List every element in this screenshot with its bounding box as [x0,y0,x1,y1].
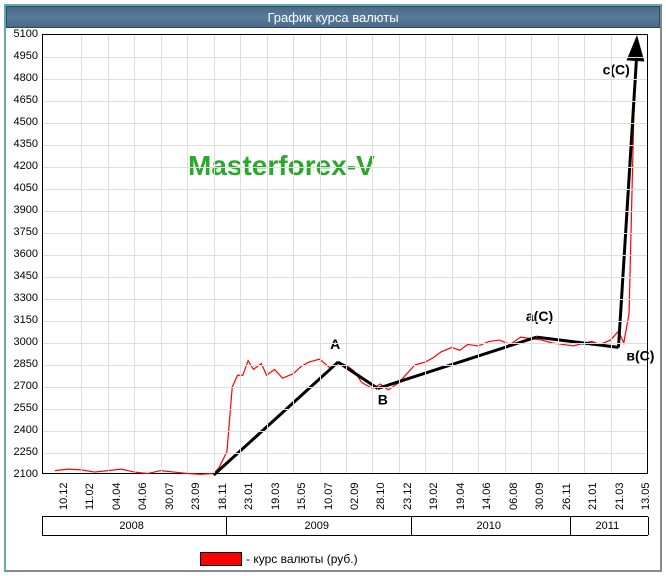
year-label: 2009 [305,520,329,532]
y-tick-label: 4950 [4,50,38,62]
x-tick-label: 04.04 [111,482,123,510]
x-gridline [108,35,109,473]
legend-label: - курс валюты (руб.) [246,552,358,566]
y-tick-label: 2550 [4,402,38,414]
x-tick-label: 19.03 [270,482,282,510]
x-gridline [346,35,347,473]
x-tick-label: 26.11 [561,483,573,510]
x-tick-label: 18.11 [217,483,229,510]
x-tick-label: 10.07 [323,482,335,510]
chart-title: График курса валюты [267,10,398,25]
x-gridline [531,35,532,473]
x-gridline [505,35,506,473]
year-row: 2008 2009 2010 2011 [42,516,648,536]
x-tick-label: 04.06 [137,482,149,510]
y-tick-label: 2400 [4,424,38,436]
plot-area: Masterforex-V ABa(C)в(C)c(C) [42,34,648,474]
y-tick-label: 2850 [4,358,38,370]
year-separator [648,517,649,535]
x-tick-label: 23.09 [190,482,202,510]
x-tick-label: 23.01 [243,482,255,510]
x-gridline [161,35,162,473]
y-tick-label: 2100 [4,468,38,480]
y-tick-label: 3750 [4,226,38,238]
x-tick-label: 06.08 [508,482,520,510]
annotation-c(C): c(C) [603,62,630,78]
x-gridline [558,35,559,473]
y-tick-label: 3450 [4,270,38,282]
x-tick-label: 21.01 [587,482,599,510]
year-separator [570,517,571,535]
x-gridline [320,35,321,473]
y-tick-label: 4200 [4,160,38,172]
year-separator [226,517,227,535]
year-label: 2008 [119,520,143,532]
x-gridline [267,35,268,473]
wave-arrow-line [618,51,637,348]
y-tick-label: 3300 [4,292,38,304]
x-gridline [478,35,479,473]
x-tick-label: 23.12 [402,482,414,510]
x-gridline [452,35,453,473]
x-tick-label: 19.02 [428,482,440,510]
x-gridline [584,35,585,473]
y-tick-label: 2250 [4,446,38,458]
annotation-B: B [378,392,388,408]
x-tick-label: 21.03 [614,482,626,510]
x-gridline [399,35,400,473]
y-tick-label: 3000 [4,336,38,348]
x-gridline [425,35,426,473]
legend: - курс валюты (руб.) [200,552,358,566]
y-tick-label: 4050 [4,182,38,194]
x-tick-label: 11.02 [84,483,96,510]
x-tick-label: 30.07 [164,482,176,510]
x-gridline [240,35,241,473]
x-gridline [214,35,215,473]
x-tick-label: 19.04 [455,482,467,510]
x-gridline [372,35,373,473]
x-tick-label: 02.09 [349,482,361,510]
y-tick-label: 5100 [4,28,38,40]
year-separator [411,517,412,535]
wave-line [378,337,537,388]
y-tick-label: 4800 [4,72,38,84]
x-gridline [293,35,294,473]
y-tick-label: 4350 [4,138,38,150]
chart-title-bar: График курса валюты [6,6,660,28]
x-gridline [611,35,612,473]
x-tick-label: 14.06 [481,482,493,510]
x-tick-label: 30.09 [534,482,546,510]
y-tick-label: 4650 [4,94,38,106]
year-label: 2011 [596,520,620,532]
y-tick-label: 2700 [4,380,38,392]
year-label: 2010 [477,520,501,532]
y-tick-label: 3900 [4,204,38,216]
legend-swatch [200,552,242,566]
x-tick-label: 10.12 [58,482,70,510]
y-tick-label: 3150 [4,314,38,326]
x-tick-label: 13.05 [640,482,652,510]
x-tick-label: 15.05 [296,482,308,510]
annotation-в(C): в(C) [626,348,654,364]
x-gridline [81,35,82,473]
x-gridline [187,35,188,473]
x-tick-label: 28.10 [375,482,387,510]
x-gridline [134,35,135,473]
y-tick-label: 4500 [4,116,38,128]
y-tick-label: 3600 [4,248,38,260]
